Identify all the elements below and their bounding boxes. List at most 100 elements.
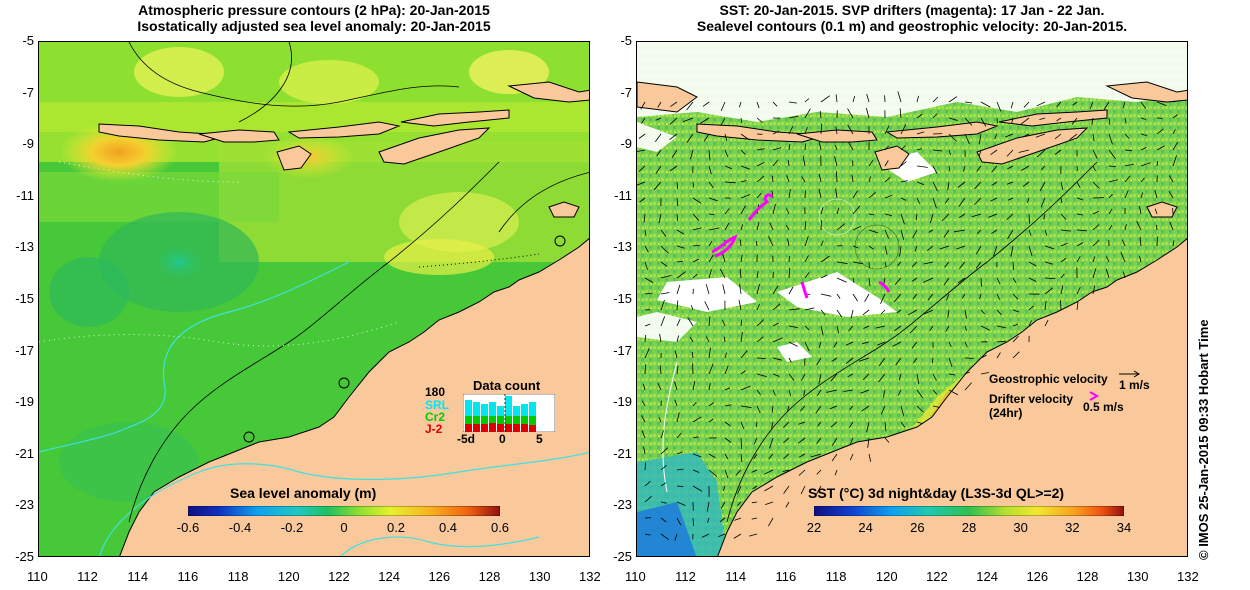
right-x-tick: 124 — [976, 569, 998, 584]
velocity-arrow — [638, 133, 646, 139]
left-y-tick: -11 — [16, 187, 34, 203]
velocity-arrow — [660, 464, 667, 471]
velocity-arrow — [706, 501, 710, 512]
velocity-arrow — [996, 293, 1001, 300]
velocity-arrow — [804, 307, 815, 311]
velocity-arrow — [815, 405, 822, 414]
velocity-arrow — [660, 261, 668, 267]
velocity-arrow — [644, 245, 649, 253]
velocity-arrow — [877, 341, 886, 346]
velocity-arrow — [804, 108, 811, 119]
velocity-arrow — [923, 261, 934, 265]
velocity-arrow — [644, 229, 647, 236]
velocity-arrow — [996, 277, 1001, 285]
left-x-tick: 128 — [478, 569, 501, 584]
velocity-arrow — [785, 501, 790, 508]
right-x-tick: 118 — [825, 569, 847, 584]
velocity-arrow — [964, 341, 968, 348]
velocity-arrow — [820, 293, 832, 297]
velocity-arrow — [801, 176, 806, 183]
velocity-arrow — [834, 469, 838, 476]
velocity-arrow — [771, 175, 774, 183]
velocity-arrow — [899, 245, 902, 257]
velocity-arrow — [1011, 117, 1014, 124]
velocity-arrow — [898, 373, 902, 381]
velocity-arrow — [836, 277, 847, 283]
velocity-arrow — [772, 389, 776, 396]
velocity-arrow — [769, 437, 774, 449]
velocity-arrow — [644, 323, 651, 327]
velocity-arrow — [991, 181, 998, 186]
velocity-arrow — [708, 213, 715, 215]
velocity-arrow — [643, 446, 646, 455]
velocity-arrow — [772, 303, 781, 311]
velocity-arrow — [964, 325, 967, 331]
right-title-line2: Sealevel contours (0.1 m) and geostrophi… — [696, 18, 1128, 34]
velocity-arrow — [720, 117, 726, 126]
velocity-arrow — [674, 533, 678, 541]
velocity-arrow — [1124, 149, 1133, 152]
velocity-arrow — [1056, 101, 1062, 107]
velocity-arrow — [686, 133, 694, 143]
velocity-arrow — [644, 334, 647, 343]
velocity-arrow — [820, 325, 824, 336]
velocity-arrow — [785, 224, 790, 231]
velocity-arrow — [1044, 245, 1055, 250]
velocity-arrow — [1028, 213, 1030, 224]
velocity-arrow — [895, 357, 902, 366]
velocity-arrow — [768, 517, 774, 527]
velocity-arrow — [682, 117, 694, 123]
right-colorbar-tick: 22 — [806, 520, 822, 535]
velocity-arrow — [804, 98, 810, 103]
left-colorbar-tick: 0.4 — [438, 520, 458, 535]
velocity-arrow — [810, 453, 822, 458]
velocity-arrow — [724, 336, 726, 343]
velocity-arrow — [897, 389, 902, 396]
velocity-arrow — [964, 101, 973, 104]
velocity-arrow — [1139, 206, 1142, 215]
velocity-arrow — [722, 284, 726, 295]
velocity-arrow — [708, 269, 712, 279]
velocity-arrow — [756, 117, 763, 123]
velocity-arrow — [1108, 224, 1113, 231]
velocity-arrow — [894, 325, 902, 332]
velocity-arrow — [978, 149, 982, 157]
velocity-arrow — [719, 268, 726, 279]
velocity-arrow — [892, 341, 902, 347]
velocity-arrow — [894, 277, 902, 285]
velocity-arrow — [1022, 181, 1030, 187]
velocity-arrow — [1156, 145, 1165, 151]
velocity-arrow — [676, 245, 685, 249]
velocity-arrow — [1028, 229, 1032, 237]
velocity-arrow — [848, 325, 854, 332]
velocity-arrow — [996, 309, 1002, 315]
velocity-arrow — [764, 485, 774, 492]
velocity-arrow — [740, 149, 746, 155]
velocity-arrow — [740, 133, 750, 141]
velocity-arrow — [753, 437, 758, 445]
velocity-arrow — [764, 469, 774, 475]
velocity-arrow — [931, 357, 934, 364]
velocity-arrow — [752, 485, 758, 490]
right-x-tick: 110 — [625, 569, 646, 584]
velocity-arrow — [756, 192, 762, 199]
left-x-tick: 112 — [77, 569, 98, 584]
velocity-arrow — [896, 309, 902, 314]
velocity-arrow — [674, 399, 678, 407]
velocity-arrow — [676, 451, 683, 455]
velocity-arrow — [849, 405, 854, 411]
velocity-arrow — [900, 197, 907, 201]
velocity-arrow — [978, 133, 982, 144]
velocity-arrow — [1056, 117, 1062, 122]
velocity-arrow — [847, 124, 854, 135]
left-x-tick: 130 — [528, 569, 551, 584]
velocity-arrow — [676, 485, 684, 488]
velocity-arrow — [1010, 101, 1014, 109]
velocity-arrow — [852, 261, 863, 265]
velocity-arrow — [836, 171, 838, 183]
velocity-arrow — [868, 213, 874, 216]
right-x-tick: 116 — [775, 569, 797, 584]
velocity-arrow — [722, 485, 726, 492]
velocity-arrow — [1012, 293, 1019, 300]
velocity-arrow — [753, 453, 758, 460]
